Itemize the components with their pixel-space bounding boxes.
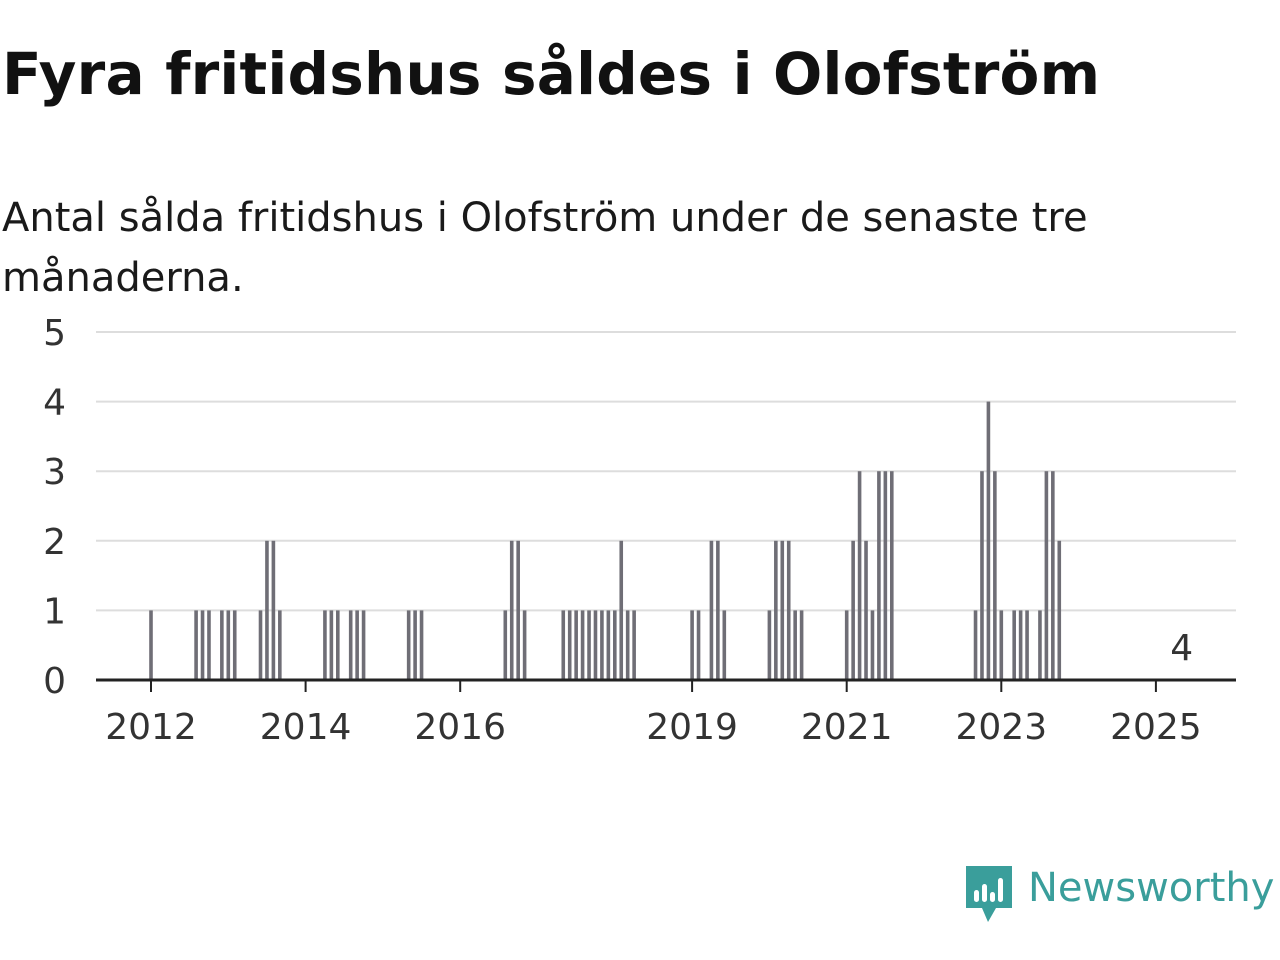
bar bbox=[786, 540, 791, 680]
bar bbox=[889, 471, 894, 680]
bar bbox=[767, 610, 772, 680]
x-tick-label: 2023 bbox=[955, 707, 1047, 748]
y-tick-label: 2 bbox=[43, 522, 66, 563]
bar bbox=[600, 610, 604, 680]
bar bbox=[851, 540, 855, 680]
bar bbox=[844, 610, 849, 680]
bar bbox=[613, 610, 617, 680]
bar bbox=[1012, 610, 1016, 680]
bar bbox=[1018, 610, 1023, 680]
bar bbox=[419, 610, 424, 680]
x-tick-label: 2021 bbox=[801, 707, 893, 748]
bar bbox=[774, 540, 778, 680]
y-tick-label: 4 bbox=[43, 383, 66, 424]
bar bbox=[973, 610, 978, 680]
x-tick-label: 2019 bbox=[646, 707, 738, 748]
bar bbox=[361, 610, 366, 680]
bar bbox=[980, 471, 984, 680]
data-label: 4 bbox=[1170, 628, 1193, 669]
bar-chart: 0 1 2 3 4 5 2012 2014 2016 2019 2021 2023 2025 4 bbox=[43, 313, 1236, 748]
newsworthy-logo-icon bbox=[966, 866, 1012, 922]
bar bbox=[265, 540, 269, 680]
bar bbox=[574, 610, 578, 680]
bar bbox=[226, 610, 231, 680]
x-tick-label: 2025 bbox=[1110, 707, 1202, 748]
chart-title: Fyra fritidshus såldes i Olofström bbox=[2, 40, 1101, 108]
bar bbox=[1025, 610, 1029, 680]
bar bbox=[516, 540, 520, 680]
y-tick-label: 3 bbox=[43, 452, 66, 493]
bar bbox=[323, 610, 327, 680]
brand: Newsworthy bbox=[964, 864, 1274, 924]
bar bbox=[877, 471, 881, 680]
bar bbox=[348, 610, 353, 680]
bar bbox=[587, 610, 591, 680]
bar bbox=[567, 610, 572, 680]
bar bbox=[993, 471, 997, 680]
x-tick-label: 2012 bbox=[105, 707, 197, 748]
bar bbox=[580, 610, 585, 680]
bar bbox=[999, 610, 1004, 680]
bar bbox=[696, 610, 701, 680]
bar bbox=[355, 610, 359, 680]
bar bbox=[406, 610, 411, 680]
bar bbox=[619, 540, 624, 680]
bar bbox=[149, 610, 153, 680]
bar bbox=[200, 610, 205, 680]
bar bbox=[278, 610, 282, 680]
bar bbox=[709, 540, 714, 680]
bar bbox=[857, 471, 862, 680]
y-tick-label: 5 bbox=[43, 313, 66, 354]
bar bbox=[780, 540, 785, 680]
bar bbox=[232, 610, 237, 680]
bar bbox=[722, 610, 727, 680]
bar bbox=[258, 610, 263, 680]
brand-name: Newsworthy bbox=[1028, 865, 1275, 911]
x-tick-label: 2014 bbox=[260, 707, 352, 748]
bar bbox=[690, 610, 694, 680]
bar bbox=[220, 610, 224, 680]
bar bbox=[606, 610, 611, 680]
bar bbox=[716, 540, 720, 680]
bar bbox=[799, 610, 804, 680]
bar bbox=[986, 401, 991, 680]
bar bbox=[883, 471, 888, 680]
y-tick-label: 1 bbox=[43, 591, 66, 632]
y-tick-label: 0 bbox=[43, 661, 66, 702]
bar bbox=[561, 610, 566, 680]
bar bbox=[593, 610, 598, 680]
bar bbox=[864, 540, 868, 680]
bar bbox=[632, 610, 636, 680]
bar bbox=[413, 610, 417, 680]
bar bbox=[793, 610, 797, 680]
bar bbox=[207, 610, 211, 680]
bar bbox=[522, 610, 527, 680]
bar bbox=[509, 540, 514, 680]
chart-subtitle: Antal sålda fritidshus i Olofström under… bbox=[2, 195, 1088, 301]
bar bbox=[1051, 471, 1055, 680]
bar bbox=[1038, 610, 1042, 680]
x-tick-label: 2016 bbox=[414, 707, 506, 748]
bar bbox=[336, 610, 340, 680]
bar bbox=[1044, 471, 1049, 680]
bar bbox=[329, 610, 334, 680]
bar bbox=[870, 610, 875, 680]
bar bbox=[625, 610, 630, 680]
bar bbox=[503, 610, 508, 680]
bar bbox=[271, 540, 276, 680]
bar bbox=[194, 610, 198, 680]
bar bbox=[1057, 540, 1062, 680]
